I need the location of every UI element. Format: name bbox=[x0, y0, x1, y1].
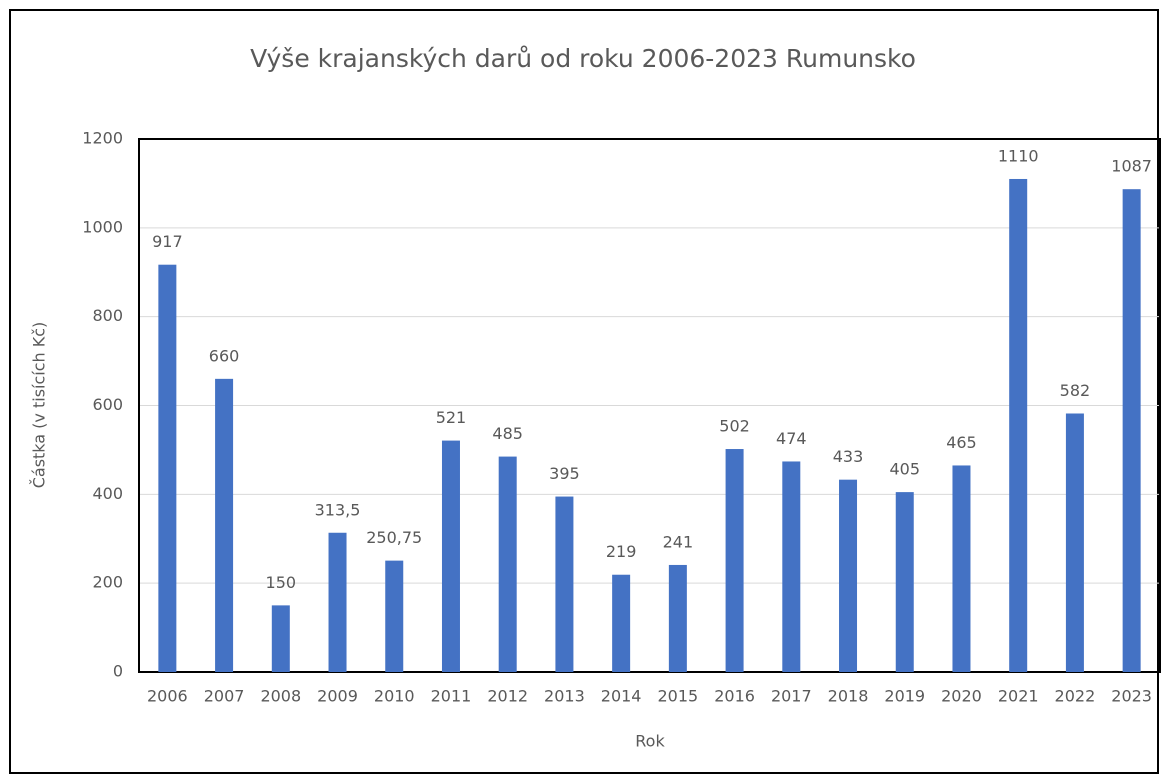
x-tick-label: 2019 bbox=[884, 687, 925, 706]
y-tick-label: 1000 bbox=[82, 217, 123, 236]
data-label: 313,5 bbox=[315, 500, 361, 519]
bar bbox=[215, 378, 234, 672]
bar bbox=[782, 461, 801, 672]
x-tick-label: 2012 bbox=[487, 687, 528, 706]
bar bbox=[328, 532, 347, 672]
bar bbox=[839, 479, 858, 672]
data-label: 474 bbox=[776, 429, 807, 448]
bar bbox=[441, 440, 460, 672]
data-label: 250,75 bbox=[366, 528, 422, 547]
y-axis-label: Částka (v tisících Kč) bbox=[30, 322, 49, 489]
x-tick-label: 2010 bbox=[374, 687, 415, 706]
x-tick-label: 2022 bbox=[1055, 687, 1096, 706]
y-tick-label: 400 bbox=[92, 484, 123, 503]
bar bbox=[668, 564, 687, 672]
data-label: 582 bbox=[1060, 381, 1091, 400]
plot-frame bbox=[138, 138, 1161, 673]
x-tick-label: 2020 bbox=[941, 687, 982, 706]
chart-title: Výše krajanských darů od roku 2006-2023 … bbox=[250, 44, 916, 73]
data-label: 433 bbox=[833, 447, 864, 466]
bar bbox=[612, 574, 631, 672]
bar bbox=[385, 560, 404, 672]
data-label: 405 bbox=[889, 460, 920, 479]
bar bbox=[1065, 413, 1084, 672]
y-tick-label: 800 bbox=[92, 306, 123, 325]
bar bbox=[1009, 178, 1028, 672]
data-label: 465 bbox=[946, 433, 977, 452]
data-label: 502 bbox=[719, 417, 750, 436]
x-tick-label: 2015 bbox=[658, 687, 699, 706]
y-tick-label: 1200 bbox=[82, 129, 123, 148]
x-tick-label: 2006 bbox=[147, 687, 188, 706]
bar bbox=[895, 492, 914, 672]
bar bbox=[271, 605, 290, 672]
y-tick-label: 200 bbox=[92, 573, 123, 592]
x-tick-label: 2016 bbox=[714, 687, 755, 706]
x-tick-label: 2018 bbox=[828, 687, 869, 706]
data-label: 660 bbox=[209, 346, 240, 365]
x-tick-label: 2013 bbox=[544, 687, 585, 706]
x-tick-label: 2017 bbox=[771, 687, 812, 706]
data-label: 241 bbox=[663, 532, 694, 551]
data-label: 1087 bbox=[1111, 157, 1152, 176]
y-tick-label: 0 bbox=[113, 662, 123, 681]
data-label: 219 bbox=[606, 542, 637, 561]
bar bbox=[725, 449, 744, 672]
bar bbox=[1122, 189, 1141, 672]
x-axis-label: Rok bbox=[635, 732, 665, 751]
x-tick-label: 2021 bbox=[998, 687, 1039, 706]
chart-border bbox=[9, 9, 1159, 774]
x-tick-label: 2007 bbox=[204, 687, 245, 706]
bar bbox=[158, 264, 177, 672]
x-tick-label: 2023 bbox=[1111, 687, 1152, 706]
data-label: 485 bbox=[492, 424, 523, 443]
y-tick-label: 600 bbox=[92, 395, 123, 414]
bar bbox=[952, 465, 971, 672]
bar bbox=[555, 496, 574, 672]
data-label: 521 bbox=[436, 408, 467, 427]
data-label: 150 bbox=[266, 573, 297, 592]
x-tick-label: 2008 bbox=[260, 687, 301, 706]
data-label: 1110 bbox=[998, 146, 1039, 165]
data-label: 395 bbox=[549, 464, 580, 483]
data-label: 917 bbox=[152, 232, 183, 251]
bar bbox=[498, 456, 517, 672]
x-tick-label: 2009 bbox=[317, 687, 358, 706]
x-tick-label: 2014 bbox=[601, 687, 642, 706]
x-tick-label: 2011 bbox=[431, 687, 472, 706]
